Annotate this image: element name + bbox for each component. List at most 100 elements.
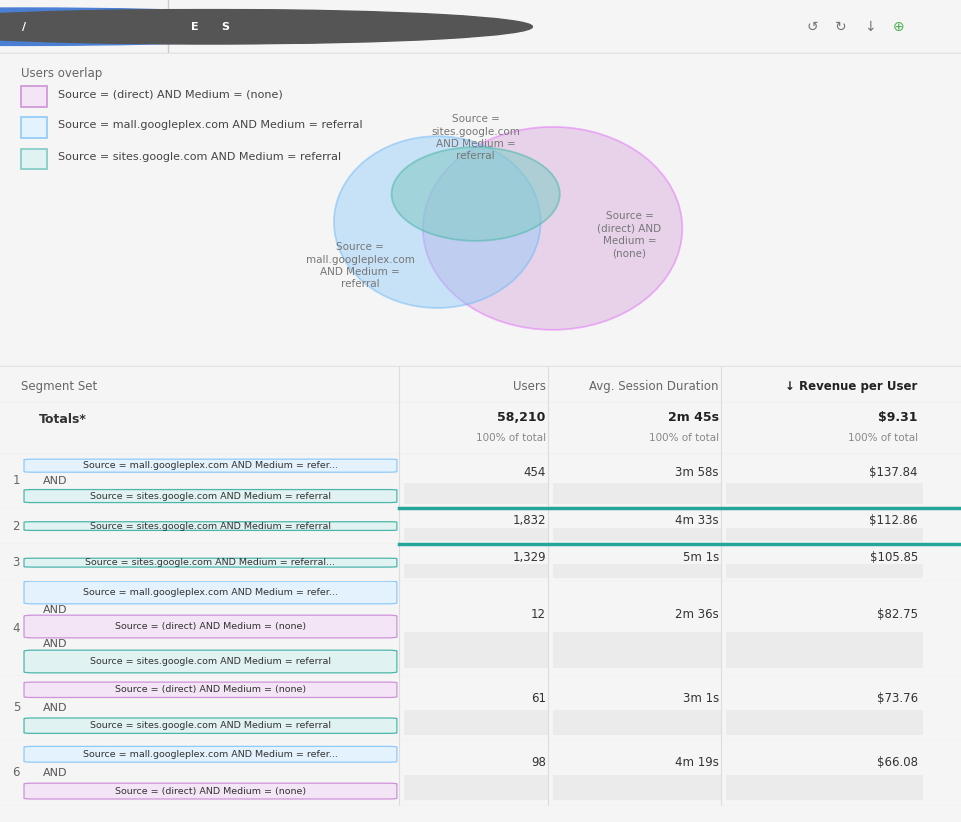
Text: 6: 6 — [12, 766, 20, 779]
Text: +: + — [245, 19, 259, 35]
Text: 4m 19s: 4m 19s — [675, 756, 719, 769]
Text: AND: AND — [43, 703, 67, 713]
Text: 61: 61 — [530, 691, 546, 704]
Bar — [404, 710, 548, 735]
Text: Source = sites.google.com AND Medium = referral: Source = sites.google.com AND Medium = r… — [90, 721, 331, 730]
Bar — [404, 528, 548, 541]
Text: Source =
(direct) AND
Medium =
(none): Source = (direct) AND Medium = (none) — [598, 211, 661, 258]
FancyBboxPatch shape — [21, 118, 47, 138]
Text: 2m 45s: 2m 45s — [668, 410, 719, 423]
Text: Source = sites.google.com AND Medium = referral: Source = sites.google.com AND Medium = r… — [90, 522, 331, 530]
Text: Source = (direct) AND Medium = (none): Source = (direct) AND Medium = (none) — [115, 686, 306, 695]
FancyBboxPatch shape — [24, 522, 397, 530]
Text: $82.75: $82.75 — [876, 607, 918, 621]
Text: AND: AND — [43, 768, 67, 778]
Bar — [726, 775, 923, 801]
Text: Avg. Session Duration: Avg. Session Duration — [589, 380, 719, 393]
Circle shape — [0, 8, 360, 45]
Text: $105.85: $105.85 — [870, 551, 918, 564]
Text: 100% of total: 100% of total — [848, 433, 918, 443]
Bar — [553, 710, 721, 735]
FancyBboxPatch shape — [24, 650, 397, 673]
Text: Source = mall.googleplex.com AND Medium = refer...: Source = mall.googleplex.com AND Medium … — [83, 750, 338, 759]
Text: Segment Set: Segment Set — [21, 380, 97, 393]
Text: $9.31: $9.31 — [878, 410, 918, 423]
Bar — [404, 775, 548, 801]
Text: 100% of total: 100% of total — [476, 433, 546, 443]
Text: Source = (direct) AND Medium = (none): Source = (direct) AND Medium = (none) — [58, 89, 283, 99]
Text: S: S — [221, 21, 229, 32]
Text: ⊕: ⊕ — [893, 20, 904, 34]
Text: 454: 454 — [524, 466, 546, 479]
Text: 2: 2 — [12, 520, 20, 533]
FancyBboxPatch shape — [24, 682, 397, 698]
Text: ↻: ↻ — [835, 20, 847, 34]
Text: Source = mall.googleplex.com AND Medium = referral: Source = mall.googleplex.com AND Medium … — [58, 120, 362, 130]
Text: ↓ Revenue per User: ↓ Revenue per User — [785, 380, 918, 393]
Circle shape — [0, 10, 503, 44]
Text: AND: AND — [43, 604, 67, 615]
Text: Source = sites.google.com AND Medium = referral: Source = sites.google.com AND Medium = r… — [90, 492, 331, 501]
Text: Source = (direct) AND Medium = (none): Source = (direct) AND Medium = (none) — [115, 622, 306, 631]
FancyBboxPatch shape — [24, 459, 397, 472]
Text: Source = mall.googleplex.com AND Medium = refer...: Source = mall.googleplex.com AND Medium … — [83, 588, 338, 597]
Text: $112.86: $112.86 — [869, 514, 918, 527]
Bar — [553, 528, 721, 541]
Bar — [404, 632, 548, 668]
Text: 3m 1s: 3m 1s — [682, 691, 719, 704]
FancyBboxPatch shape — [24, 558, 397, 567]
Bar — [726, 564, 923, 578]
Text: AND: AND — [43, 640, 67, 649]
Text: 5: 5 — [12, 701, 20, 714]
Bar — [726, 483, 923, 504]
FancyBboxPatch shape — [24, 615, 397, 638]
Text: 58,210: 58,210 — [498, 410, 546, 423]
Bar — [553, 483, 721, 504]
Bar — [726, 528, 923, 541]
FancyBboxPatch shape — [24, 581, 397, 604]
Text: 1,329: 1,329 — [512, 551, 546, 564]
Bar — [553, 632, 721, 668]
Text: Source =
mall.googleplex.com
AND Medium =
referral: Source = mall.googleplex.com AND Medium … — [306, 242, 415, 289]
Text: Source = sites.google.com AND Medium = referral: Source = sites.google.com AND Medium = r… — [58, 151, 341, 161]
Bar — [726, 632, 923, 668]
Text: Source =
sites.google.com
AND Medium =
referral: Source = sites.google.com AND Medium = r… — [431, 114, 520, 161]
Text: $66.08: $66.08 — [876, 756, 918, 769]
Text: ↓: ↓ — [864, 20, 875, 34]
Text: Totals*: Totals* — [38, 413, 86, 426]
Text: 5m 1s: 5m 1s — [682, 551, 719, 564]
FancyBboxPatch shape — [24, 718, 397, 733]
Circle shape — [0, 10, 532, 44]
Ellipse shape — [334, 136, 540, 308]
Text: 98: 98 — [531, 756, 546, 769]
Text: Source = sites.google.com AND Medium = referral...: Source = sites.google.com AND Medium = r… — [86, 558, 335, 567]
Text: 100% of total: 100% of total — [649, 433, 719, 443]
Text: E: E — [191, 21, 199, 32]
Ellipse shape — [392, 147, 560, 241]
FancyBboxPatch shape — [24, 490, 397, 502]
Text: ↺: ↺ — [806, 20, 818, 34]
Text: Users: Users — [513, 380, 546, 393]
Bar — [404, 483, 548, 504]
Text: 3m 58s: 3m 58s — [676, 466, 719, 479]
Bar — [726, 710, 923, 735]
Bar — [404, 564, 548, 578]
Text: Source = (direct) AND Medium = (none): Source = (direct) AND Medium = (none) — [115, 787, 306, 796]
Ellipse shape — [423, 127, 682, 330]
Text: 4: 4 — [12, 622, 20, 635]
Text: /: / — [22, 21, 26, 32]
Text: 2m 36s: 2m 36s — [675, 607, 719, 621]
Text: Segment Overlap 1: Segment Overlap 1 — [50, 21, 164, 33]
FancyBboxPatch shape — [24, 746, 397, 762]
Text: $137.84: $137.84 — [870, 466, 918, 479]
Text: 3: 3 — [12, 556, 20, 569]
Text: Source = mall.googleplex.com AND Medium = refer...: Source = mall.googleplex.com AND Medium … — [83, 461, 338, 470]
Text: 12: 12 — [530, 607, 546, 621]
Text: ▾: ▾ — [146, 21, 153, 33]
FancyBboxPatch shape — [21, 86, 47, 107]
Text: 1,832: 1,832 — [512, 514, 546, 527]
Text: Source = sites.google.com AND Medium = referral: Source = sites.google.com AND Medium = r… — [90, 657, 331, 666]
Text: 4m 33s: 4m 33s — [676, 514, 719, 527]
Text: $73.76: $73.76 — [876, 691, 918, 704]
Bar — [553, 564, 721, 578]
